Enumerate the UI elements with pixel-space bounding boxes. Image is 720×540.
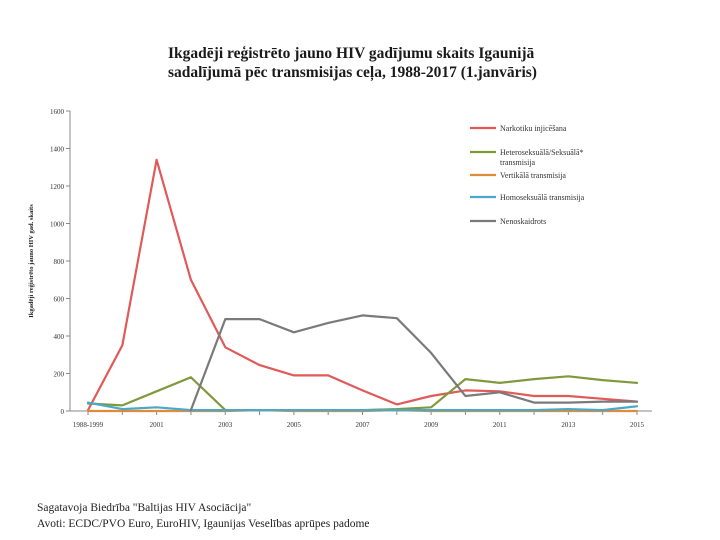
x-tick-label: 2011 <box>493 421 507 429</box>
y-tick-label: 1200 <box>50 183 65 191</box>
x-tick-label: 2003 <box>218 421 233 429</box>
y-tick-label: 200 <box>54 371 65 379</box>
y-tick-label: 1400 <box>50 146 65 154</box>
legend-label-4: Homoseksuālā transmisija <box>500 193 585 202</box>
chart-title-line-1: Ikgadēji reģistrēto jauno HIV gadījumu s… <box>168 45 535 62</box>
y-tick-label: 600 <box>54 296 65 304</box>
chart-series-lines <box>86 158 639 413</box>
y-tick-label: 1600 <box>50 108 65 116</box>
footer-credit: Sagatavoja Biedrība "Baltijas HIV Asociā… <box>37 502 252 514</box>
x-tick-label: 2013 <box>561 421 576 429</box>
x-tick-label: 2007 <box>356 421 371 429</box>
series-line-2 <box>86 375 639 412</box>
x-tick-label: 2005 <box>287 421 302 429</box>
x-tick-label: 2015 <box>630 421 645 429</box>
footer: Sagatavoja Biedrība "Baltijas HIV Asociā… <box>37 500 370 532</box>
series-line-4 <box>86 401 639 412</box>
chart-title: Ikgadēji reģistrēto jauno HIV gadījumu s… <box>168 44 588 82</box>
x-tick-label: 2009 <box>424 421 439 429</box>
series-line-1 <box>86 158 639 412</box>
footer-sources: Avoti: ECDC/PVO Euro, EuroHIV, Igaunijas… <box>37 518 370 530</box>
legend-label-5: Nenoskaidrots <box>500 217 546 226</box>
y-tick-label: 1000 <box>50 221 65 229</box>
chart-legend: Narkotiku injicēšana Heteroseksuālā/Seksu… <box>470 124 585 226</box>
legend-label-2: Heteroseksuālā/Seksuālā* transmisija <box>500 148 584 167</box>
y-tick-label: 400 <box>54 333 65 341</box>
y-tick-label: 800 <box>54 258 65 266</box>
y-axis-title: Ikgadēji reģistrēto jauno HIV gad. skait… <box>27 204 35 318</box>
series-line-5 <box>189 314 639 412</box>
legend-label-3: Vertikālā transmisija <box>500 171 566 180</box>
chart-title-line-2: sadalījumā pēc transmisijas ceļa, 1988-2… <box>168 64 537 81</box>
x-tick-label: 1988-1999 <box>73 421 104 429</box>
legend-label-1: Narkotiku injicēšana <box>500 124 567 133</box>
x-tick-label: 2001 <box>150 421 165 429</box>
y-tick-label: 0 <box>61 408 65 416</box>
